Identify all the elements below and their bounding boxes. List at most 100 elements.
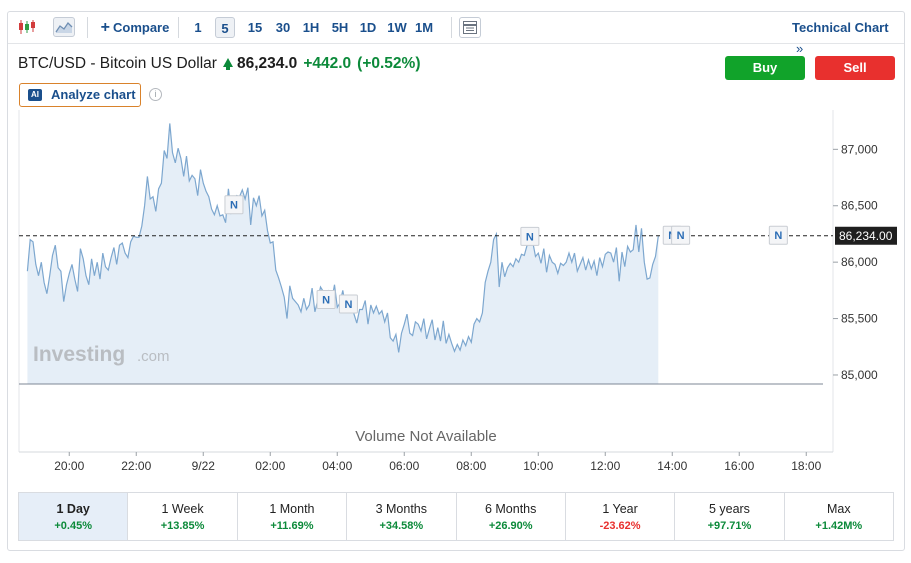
interval-1d[interactable]: 1D xyxy=(359,20,377,35)
news-marker-box xyxy=(224,195,244,215)
price-chart: 85,000 85,500 86,000 86,500 87,000 20:00 22:00… xyxy=(18,110,897,473)
news-marker-label: N xyxy=(677,230,685,242)
x-tick-label: 9/22 xyxy=(192,459,216,473)
watermark-suffix: .com xyxy=(137,348,170,365)
x-tick-label: 08:00 xyxy=(456,459,486,473)
news-marker: N xyxy=(338,294,358,314)
area-chart-icon[interactable] xyxy=(53,17,75,37)
interval-30[interactable]: 30 xyxy=(275,20,291,35)
y-tick-label: 87,000 xyxy=(841,142,878,156)
y-tick-label: 85,000 xyxy=(841,368,878,382)
analyze-chart-label: Analyze chart xyxy=(51,87,136,102)
period-change: +11.69% xyxy=(270,520,314,532)
period-change: -23.62% xyxy=(599,520,641,532)
period-label: 5 years xyxy=(708,502,750,516)
period-label: 6 Months xyxy=(484,502,537,516)
interval-5h[interactable]: 5H xyxy=(331,20,349,35)
x-tick-label: 06:00 xyxy=(389,459,419,473)
interval-1m[interactable]: 1M xyxy=(414,20,434,35)
period-label: Max xyxy=(827,502,851,516)
period-label: 1 Year xyxy=(602,502,638,516)
current-price-label: 86,234.00 xyxy=(839,229,893,243)
period-1-week[interactable]: 1 Week +13.85% xyxy=(128,493,238,540)
toolbar-divider xyxy=(178,17,179,38)
analyze-chart-button[interactable]: AI Analyze chart xyxy=(19,83,141,107)
x-tick-label: 14:00 xyxy=(657,459,687,473)
period-3-months[interactable]: 3 Months +34.58% xyxy=(347,493,457,540)
period-change: +1.42M% xyxy=(815,520,863,532)
x-tick-label: 12:00 xyxy=(590,459,620,473)
interval-15[interactable]: 15 xyxy=(247,20,263,35)
sell-button[interactable]: Sell xyxy=(815,56,895,80)
news-marker-box xyxy=(520,226,540,246)
news-marker-label: N xyxy=(774,230,782,242)
period-change: +0.45% xyxy=(54,520,92,532)
period-change: +97.71% xyxy=(707,520,752,532)
chart-widget: + Compare Technical Chart » 1 5 15 30 1H 5H 1D 1… xyxy=(7,11,905,551)
interval-1[interactable]: 1 xyxy=(194,20,202,35)
price-area-fill xyxy=(27,123,659,385)
x-tick-label: 10:00 xyxy=(523,459,553,473)
compare-button[interactable]: + Compare xyxy=(98,17,172,38)
compare-label: Compare xyxy=(112,20,170,35)
ai-icon: AI xyxy=(28,89,42,101)
instrument-name: BTC/USD - Bitcoin US Dollar xyxy=(18,55,217,72)
x-tick-label: 18:00 xyxy=(791,459,821,473)
instrument-price: 86,234.0 xyxy=(236,55,298,72)
news-marker: N xyxy=(768,225,788,245)
toolbar-divider xyxy=(87,17,88,38)
table-icon[interactable] xyxy=(459,17,481,38)
x-tick-label: 02:00 xyxy=(255,459,285,473)
technical-chart-label: Technical Chart xyxy=(792,20,889,35)
x-tick-label: 20:00 xyxy=(54,459,84,473)
watermark-logo: Investing xyxy=(33,343,125,366)
news-marker-box xyxy=(338,294,358,314)
y-tick-label: 86,500 xyxy=(841,199,878,213)
period-5-years[interactable]: 5 years +97.71% xyxy=(675,493,785,540)
period-1-day[interactable]: 1 Day +0.45% xyxy=(19,493,129,540)
candlestick-icon[interactable] xyxy=(18,19,36,35)
period-max[interactable]: Max +1.42M% xyxy=(785,493,893,540)
volume-note: Volume Not Available xyxy=(355,428,496,445)
instrument-header: BTC/USD - Bitcoin US Dollar 86,234.0 +442.… xyxy=(18,55,420,73)
current-price-badge xyxy=(835,226,897,245)
period-change: +26.90% xyxy=(488,520,533,532)
y-tick-label: 86,000 xyxy=(841,255,878,269)
price-line xyxy=(26,123,659,353)
news-marker-box xyxy=(768,225,788,245)
plus-icon: + xyxy=(100,19,110,36)
double-chevron-right-icon: » xyxy=(796,41,804,56)
period-change: +34.58% xyxy=(379,520,424,532)
news-marker: N xyxy=(316,290,336,310)
news-marker: N xyxy=(520,226,540,246)
interval-1w[interactable]: 1W xyxy=(387,20,407,35)
news-marker-label: N xyxy=(322,295,330,307)
period-selector: 1 Day +0.45% 1 Week +13.85% 1 Month +11.69% 3 … xyxy=(18,492,894,541)
arrow-up-icon xyxy=(222,58,233,70)
period-label: 1 Week xyxy=(161,502,204,516)
period-label: 3 Months xyxy=(375,502,428,516)
news-marker-box xyxy=(316,290,336,310)
x-tick-label: 16:00 xyxy=(724,459,754,473)
technical-chart-link[interactable]: Technical Chart » xyxy=(792,17,900,56)
price-change-percent: (+0.52%) xyxy=(357,55,421,72)
period-1-year[interactable]: 1 Year -23.62% xyxy=(566,493,676,540)
x-tick-label: 04:00 xyxy=(322,459,352,473)
info-icon[interactable]: i xyxy=(149,88,162,101)
y-tick-label: 85,500 xyxy=(841,312,878,326)
period-1-month[interactable]: 1 Month +11.69% xyxy=(238,493,348,540)
news-marker-label: N xyxy=(526,231,534,243)
interval-5[interactable]: 5 xyxy=(215,17,235,38)
interval-1h[interactable]: 1H xyxy=(302,20,320,35)
news-marker: N xyxy=(671,225,691,245)
period-label: 1 Month xyxy=(269,502,315,516)
x-tick-label: 22:00 xyxy=(121,459,151,473)
chart-toolbar: + Compare Technical Chart » 1 5 15 30 1H 5H 1D 1… xyxy=(8,12,904,56)
period-6-months[interactable]: 6 Months +26.90% xyxy=(457,493,566,540)
news-marker-label: N xyxy=(344,299,352,311)
buy-button[interactable]: Buy xyxy=(725,56,805,80)
news-marker-label: N xyxy=(230,200,238,212)
news-marker-box xyxy=(671,225,691,245)
period-label: 1 Day xyxy=(56,502,90,516)
period-change: +13.85% xyxy=(160,520,205,532)
